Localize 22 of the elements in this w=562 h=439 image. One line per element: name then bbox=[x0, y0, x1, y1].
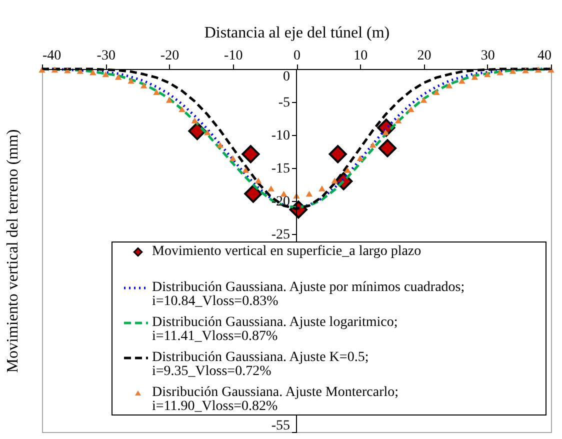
x-tick-label: -40 bbox=[42, 48, 62, 64]
y-tick-label: -25 bbox=[271, 228, 290, 242]
legend-label: Distribución Gaussiana. Ajuste por mínimos cuadrados; i=10.84_Vloss=0.83% bbox=[152, 280, 465, 309]
y-tick-label: -10 bbox=[271, 128, 290, 144]
legend-label: Disribución Gaussiana. Ajuste Montercarlo; i=11.90_Vloss=0.82% bbox=[152, 385, 399, 414]
legend-label: Distribución Gaussiana. Ajuste K=0.5; i=9.35_Vloss=0.72% bbox=[152, 350, 369, 379]
x-tick-label: 10 bbox=[354, 48, 368, 64]
x-tick-label: 40 bbox=[538, 48, 552, 64]
x-tick-label: 20 bbox=[417, 48, 432, 64]
x-axis-title: Distancia al eje del túnel (m) bbox=[204, 24, 390, 42]
y-tick-label: 0 bbox=[283, 70, 290, 84]
x-tick-label: 30 bbox=[480, 48, 495, 64]
x-tick-label: -10 bbox=[224, 48, 243, 64]
x-tick-label: 0 bbox=[294, 48, 300, 64]
y-tick-label: -5 bbox=[278, 96, 290, 110]
y-tick-label: -15 bbox=[271, 162, 290, 176]
x-tick-label: -20 bbox=[160, 48, 180, 64]
legend-label: Distribución Gaussiana. Ajuste logaritmico; i=11.41_Vloss=0.87% bbox=[152, 315, 398, 344]
y-axis-title: Movimiento vertical del terreno (mm) bbox=[4, 129, 22, 373]
x-tick-label: -30 bbox=[96, 48, 116, 64]
legend-label: Movimiento vertical en superficie_a largo plazo bbox=[152, 244, 422, 259]
y-tick-label: -55 bbox=[271, 418, 290, 434]
